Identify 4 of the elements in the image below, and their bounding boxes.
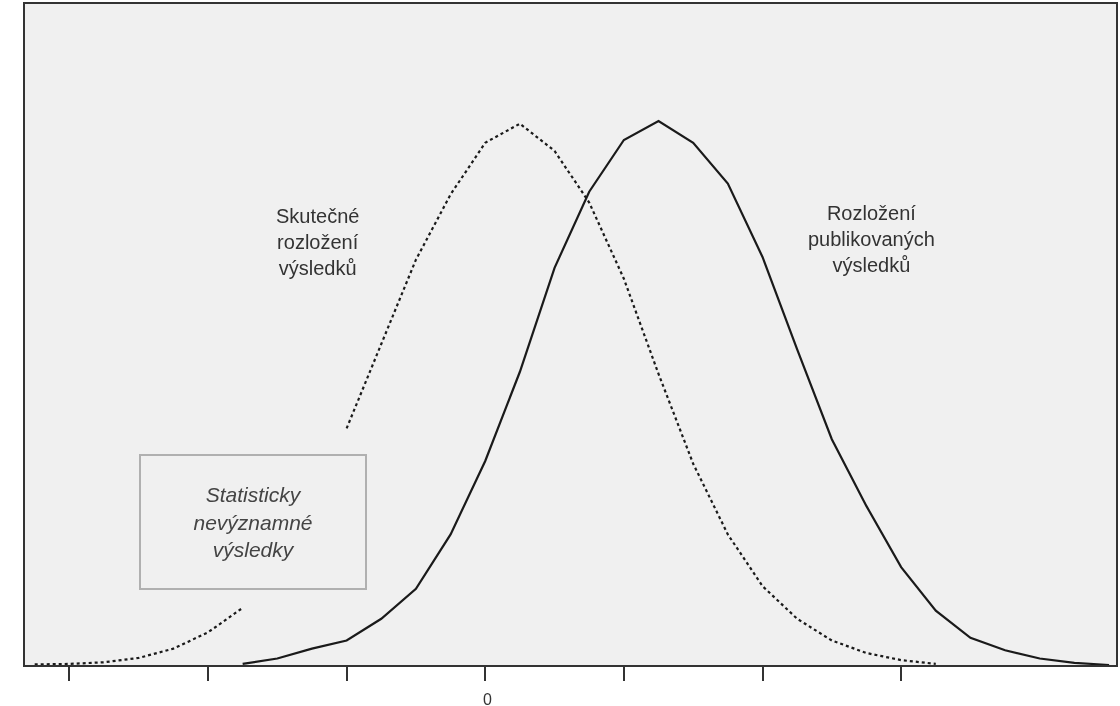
text: Skutečné rozložení výsledků [276, 205, 360, 279]
text: 0 [483, 691, 492, 706]
annotation: Statisticky nevýznamné výsledky [193, 483, 313, 561]
series-label: Rozložení publikovaných výsledků [808, 202, 935, 276]
